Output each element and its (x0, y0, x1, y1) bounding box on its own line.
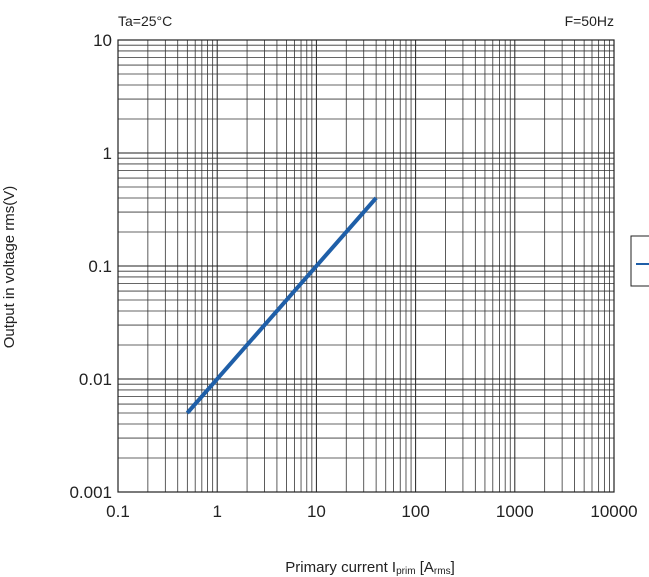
y-axis-title: Output in voltage rms(V) (1, 186, 18, 349)
x-axis-title-bracket-close: ] (451, 559, 455, 576)
x-axis-title-bracket-open: [A (416, 559, 434, 576)
x-tick-label: 10000 (590, 502, 637, 521)
x-tick-labels: 0.1 1 10 100 1000 10000 (106, 502, 637, 521)
y-tick-label: 0.1 (88, 257, 112, 276)
series-layer (185, 196, 378, 415)
y-tick-label: 0.01 (79, 370, 112, 389)
temperature-annotation: Ta=25°C (118, 13, 172, 29)
frequency-annotation: F=50Hz (565, 13, 614, 29)
x-tick-label: 100 (401, 502, 429, 521)
x-axis-title: Primary current Iprim [Arms] (285, 559, 455, 577)
x-tick-label: 1000 (496, 502, 534, 521)
x-axis-title-unit-subscript: rms (434, 566, 451, 577)
plot-frame (117, 39, 615, 493)
y-tick-label: 0.001 (69, 483, 112, 502)
y-tick-labels: 0.001 0.01 0.1 1 10 (69, 31, 112, 502)
x-axis-title-subscript: prim (396, 566, 415, 577)
y-tick-label: 10 (93, 31, 112, 50)
series-line (185, 196, 378, 415)
x-tick-label: 10 (307, 502, 326, 521)
x-tick-label: 0.1 (106, 502, 130, 521)
legend-fragment (630, 235, 649, 287)
grid (117, 40, 614, 493)
legend-box (630, 235, 649, 287)
x-axis-title-main: Primary current I (285, 559, 396, 576)
x-tick-label: 1 (212, 502, 221, 521)
y-tick-label: 1 (103, 144, 112, 163)
